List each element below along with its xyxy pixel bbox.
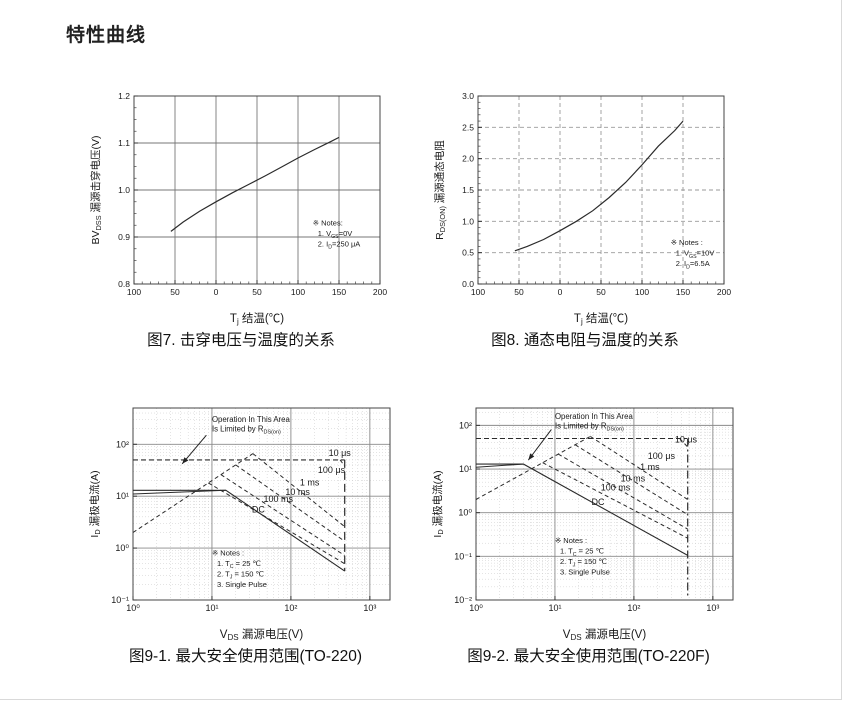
svg-text:RDS(ON) 漏源通态电阻: RDS(ON) 漏源通态电阻 (433, 140, 447, 240)
svg-text:10³: 10³ (363, 603, 376, 613)
svg-text:VDS 漏源电压(V): VDS 漏源电压(V) (220, 627, 304, 642)
figure-9-2-soa-to220f: 10⁰ 10¹ 10² 10³ 10⁻² 10⁻¹ 10⁰ 10¹ 10² 10 μs 100 μs… (430, 398, 747, 666)
fig9-1-caption: 图9-1. 最大安全使用范围(TO-220) (128, 648, 363, 665)
svg-text:※ Notes :: ※ Notes : (671, 238, 703, 247)
svg-text:1.1: 1.1 (118, 138, 130, 148)
svg-text:100: 100 (471, 287, 485, 297)
svg-text:0: 0 (558, 287, 563, 297)
svg-text:DC: DC (591, 497, 604, 507)
figure-7-breakdown-voltage: 100 50 0 50 100 150 200 0.8 0.9 1.0 1.1 1.2 ※ Notes:… (88, 86, 394, 350)
svg-text:150: 150 (676, 287, 690, 297)
svg-text:0.0: 0.0 (462, 279, 474, 289)
svg-text:10²: 10² (459, 420, 472, 430)
svg-text:1.5: 1.5 (462, 185, 474, 195)
svg-text:1.0: 1.0 (118, 185, 130, 195)
svg-text:10⁰: 10⁰ (469, 603, 483, 613)
svg-text:50: 50 (514, 287, 524, 297)
svg-text:100: 100 (127, 287, 141, 297)
svg-text:DC: DC (252, 505, 265, 515)
fig9-2-chart: 10⁰ 10¹ 10² 10³ 10⁻² 10⁻¹ 10⁰ 10¹ 10² 10 μs 100 μs… (431, 407, 734, 642)
svg-text:1. VGS=10V: 1. VGS=10V (676, 249, 715, 260)
svg-text:10⁰: 10⁰ (126, 603, 140, 613)
svg-text:10¹: 10¹ (205, 603, 218, 613)
svg-text:10 μs: 10 μs (329, 448, 352, 458)
svg-text:Tj 结温(℃): Tj 结温(℃) (230, 311, 284, 326)
svg-text:2.0: 2.0 (462, 154, 474, 164)
svg-text:50: 50 (252, 287, 262, 297)
svg-text:10²: 10² (627, 603, 640, 613)
svg-text:100 ms: 100 ms (601, 483, 631, 493)
svg-text:※ Notes :: ※ Notes : (212, 548, 244, 557)
svg-text:50: 50 (170, 287, 180, 297)
svg-text:10⁻¹: 10⁻¹ (454, 551, 472, 561)
svg-text:※ Notes:: ※ Notes: (313, 218, 343, 227)
fig8-caption: 图8. 通态电阻与温度的关系 (491, 332, 679, 349)
svg-text:100 μs: 100 μs (648, 451, 676, 461)
svg-text:1. TC = 25 ℃: 1. TC = 25 ℃ (560, 547, 605, 558)
svg-text:10⁰: 10⁰ (115, 543, 129, 553)
fig9-2-caption: 图9-2. 最大安全使用范围(TO-220F) (467, 648, 710, 665)
svg-text:3. Single Pulse: 3. Single Pulse (217, 580, 267, 589)
svg-text:10 μs: 10 μs (675, 435, 698, 445)
svg-text:BVDSS 漏源击穿电压(V): BVDSS 漏源击穿电压(V) (89, 135, 103, 244)
svg-text:0: 0 (214, 287, 219, 297)
svg-text:※ Notes :: ※ Notes : (555, 536, 587, 545)
svg-text:Operation In This Area: Operation In This Area (212, 415, 291, 424)
svg-text:Tj 结温(℃): Tj 结温(℃) (574, 311, 628, 326)
svg-text:10⁰: 10⁰ (458, 508, 472, 518)
svg-text:0.5: 0.5 (462, 248, 474, 258)
fig7-caption: 图7. 击穿电压与温度的关系 (147, 332, 335, 349)
svg-text:10¹: 10¹ (116, 491, 129, 501)
svg-text:10²: 10² (116, 439, 129, 449)
svg-text:50: 50 (596, 287, 606, 297)
svg-text:ID 漏极电流(A): ID 漏极电流(A) (88, 470, 102, 537)
svg-text:100: 100 (291, 287, 305, 297)
svg-text:3. Single Pulse: 3. Single Pulse (560, 568, 610, 577)
svg-text:2. ID=250 μA: 2. ID=250 μA (318, 239, 361, 250)
svg-text:Is Limited by RDS(on): Is Limited by RDS(on) (555, 421, 624, 432)
page-title: 特性曲线 (66, 24, 147, 46)
svg-text:Is Limited by RDS(on): Is Limited by RDS(on) (212, 424, 281, 435)
svg-text:1. TC = 25 ℃: 1. TC = 25 ℃ (217, 559, 262, 570)
svg-text:Operation In This Area: Operation In This Area (555, 412, 634, 421)
svg-text:1.2: 1.2 (118, 91, 130, 101)
svg-text:2.5: 2.5 (462, 122, 474, 132)
svg-text:VDS 漏源电压(V): VDS 漏源电压(V) (563, 627, 647, 642)
svg-text:10 ms: 10 ms (621, 473, 646, 483)
svg-text:200: 200 (717, 287, 731, 297)
svg-text:200: 200 (373, 287, 387, 297)
svg-text:2. TJ = 150 ℃: 2. TJ = 150 ℃ (560, 557, 608, 568)
fig7-chart: 100 50 0 50 100 150 200 0.8 0.9 1.0 1.1 1.2 ※ Notes:… (89, 91, 387, 326)
svg-text:3.0: 3.0 (462, 91, 474, 101)
svg-text:10⁻¹: 10⁻¹ (111, 595, 129, 605)
svg-text:100 μs: 100 μs (318, 465, 346, 475)
svg-text:10³: 10³ (706, 603, 719, 613)
figure-9-1-soa-to220: 10⁰ 10¹ 10² 10³ 10⁻¹ 10⁰ 10¹ 10² 10 μs 100 μs 1 ms… (87, 398, 404, 666)
fig8-chart: 100 50 0 50 100 150 200 0.0 0.5 1.0 1.5 2.0 2.5 3.0 ※ … (433, 91, 731, 326)
svg-text:0.8: 0.8 (118, 279, 130, 289)
svg-text:1 ms: 1 ms (300, 478, 320, 488)
svg-text:0.9: 0.9 (118, 232, 130, 242)
svg-text:10 ms: 10 ms (285, 487, 310, 497)
svg-text:10¹: 10¹ (459, 464, 472, 474)
svg-text:150: 150 (332, 287, 346, 297)
svg-text:ID 漏极电流(A): ID 漏极电流(A) (431, 470, 445, 537)
svg-text:1. VGS=0V: 1. VGS=0V (318, 229, 353, 240)
svg-text:100: 100 (635, 287, 649, 297)
svg-text:1 ms: 1 ms (640, 462, 660, 472)
svg-text:10²: 10² (284, 603, 297, 613)
svg-text:100 ms: 100 ms (264, 494, 294, 504)
figure-8-on-resistance: 100 50 0 50 100 150 200 0.0 0.5 1.0 1.5 2.0 2.5 3.0 ※ … (432, 86, 738, 350)
svg-text:10¹: 10¹ (548, 603, 561, 613)
svg-text:10⁻²: 10⁻² (454, 595, 472, 605)
svg-text:2. TJ = 150 ℃: 2. TJ = 150 ℃ (217, 569, 265, 580)
svg-text:2. ID=6.5A: 2. ID=6.5A (676, 259, 710, 270)
svg-text:1.0: 1.0 (462, 216, 474, 226)
